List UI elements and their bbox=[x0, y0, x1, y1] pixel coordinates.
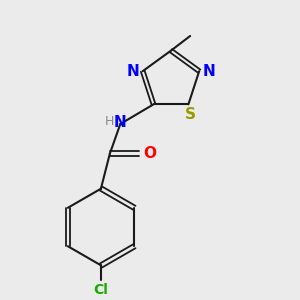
Text: N: N bbox=[203, 64, 215, 79]
Text: N: N bbox=[114, 115, 127, 130]
Text: N: N bbox=[127, 64, 139, 79]
Text: S: S bbox=[185, 107, 196, 122]
Text: H: H bbox=[104, 115, 114, 128]
Text: O: O bbox=[143, 146, 156, 161]
Text: Cl: Cl bbox=[94, 283, 109, 297]
